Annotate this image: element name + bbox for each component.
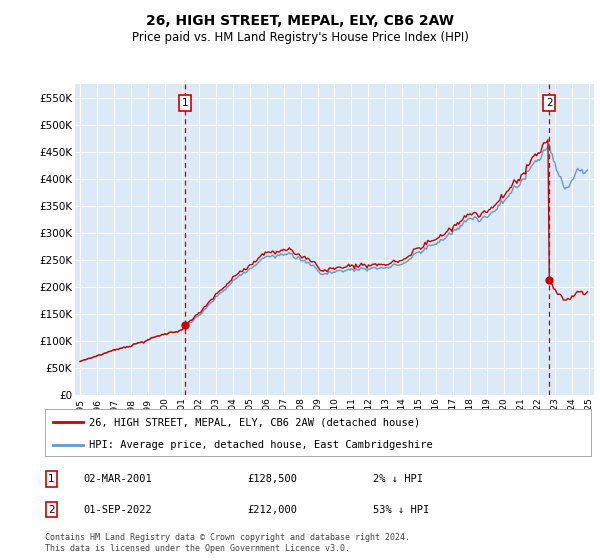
Text: £128,500: £128,500: [247, 474, 297, 484]
Text: Price paid vs. HM Land Registry's House Price Index (HPI): Price paid vs. HM Land Registry's House …: [131, 31, 469, 44]
Text: 53% ↓ HPI: 53% ↓ HPI: [373, 505, 429, 515]
Text: 2: 2: [48, 505, 55, 515]
Text: Contains HM Land Registry data © Crown copyright and database right 2024.
This d: Contains HM Land Registry data © Crown c…: [45, 533, 410, 553]
Text: 01-SEP-2022: 01-SEP-2022: [83, 505, 152, 515]
Text: 2: 2: [546, 98, 553, 108]
Text: £212,000: £212,000: [247, 505, 297, 515]
Text: 1: 1: [181, 98, 188, 108]
Text: HPI: Average price, detached house, East Cambridgeshire: HPI: Average price, detached house, East…: [89, 440, 433, 450]
Text: 1: 1: [48, 474, 55, 484]
Text: 26, HIGH STREET, MEPAL, ELY, CB6 2AW (detached house): 26, HIGH STREET, MEPAL, ELY, CB6 2AW (de…: [89, 417, 420, 427]
Text: 02-MAR-2001: 02-MAR-2001: [83, 474, 152, 484]
Text: 26, HIGH STREET, MEPAL, ELY, CB6 2AW: 26, HIGH STREET, MEPAL, ELY, CB6 2AW: [146, 14, 454, 28]
Text: 2% ↓ HPI: 2% ↓ HPI: [373, 474, 422, 484]
